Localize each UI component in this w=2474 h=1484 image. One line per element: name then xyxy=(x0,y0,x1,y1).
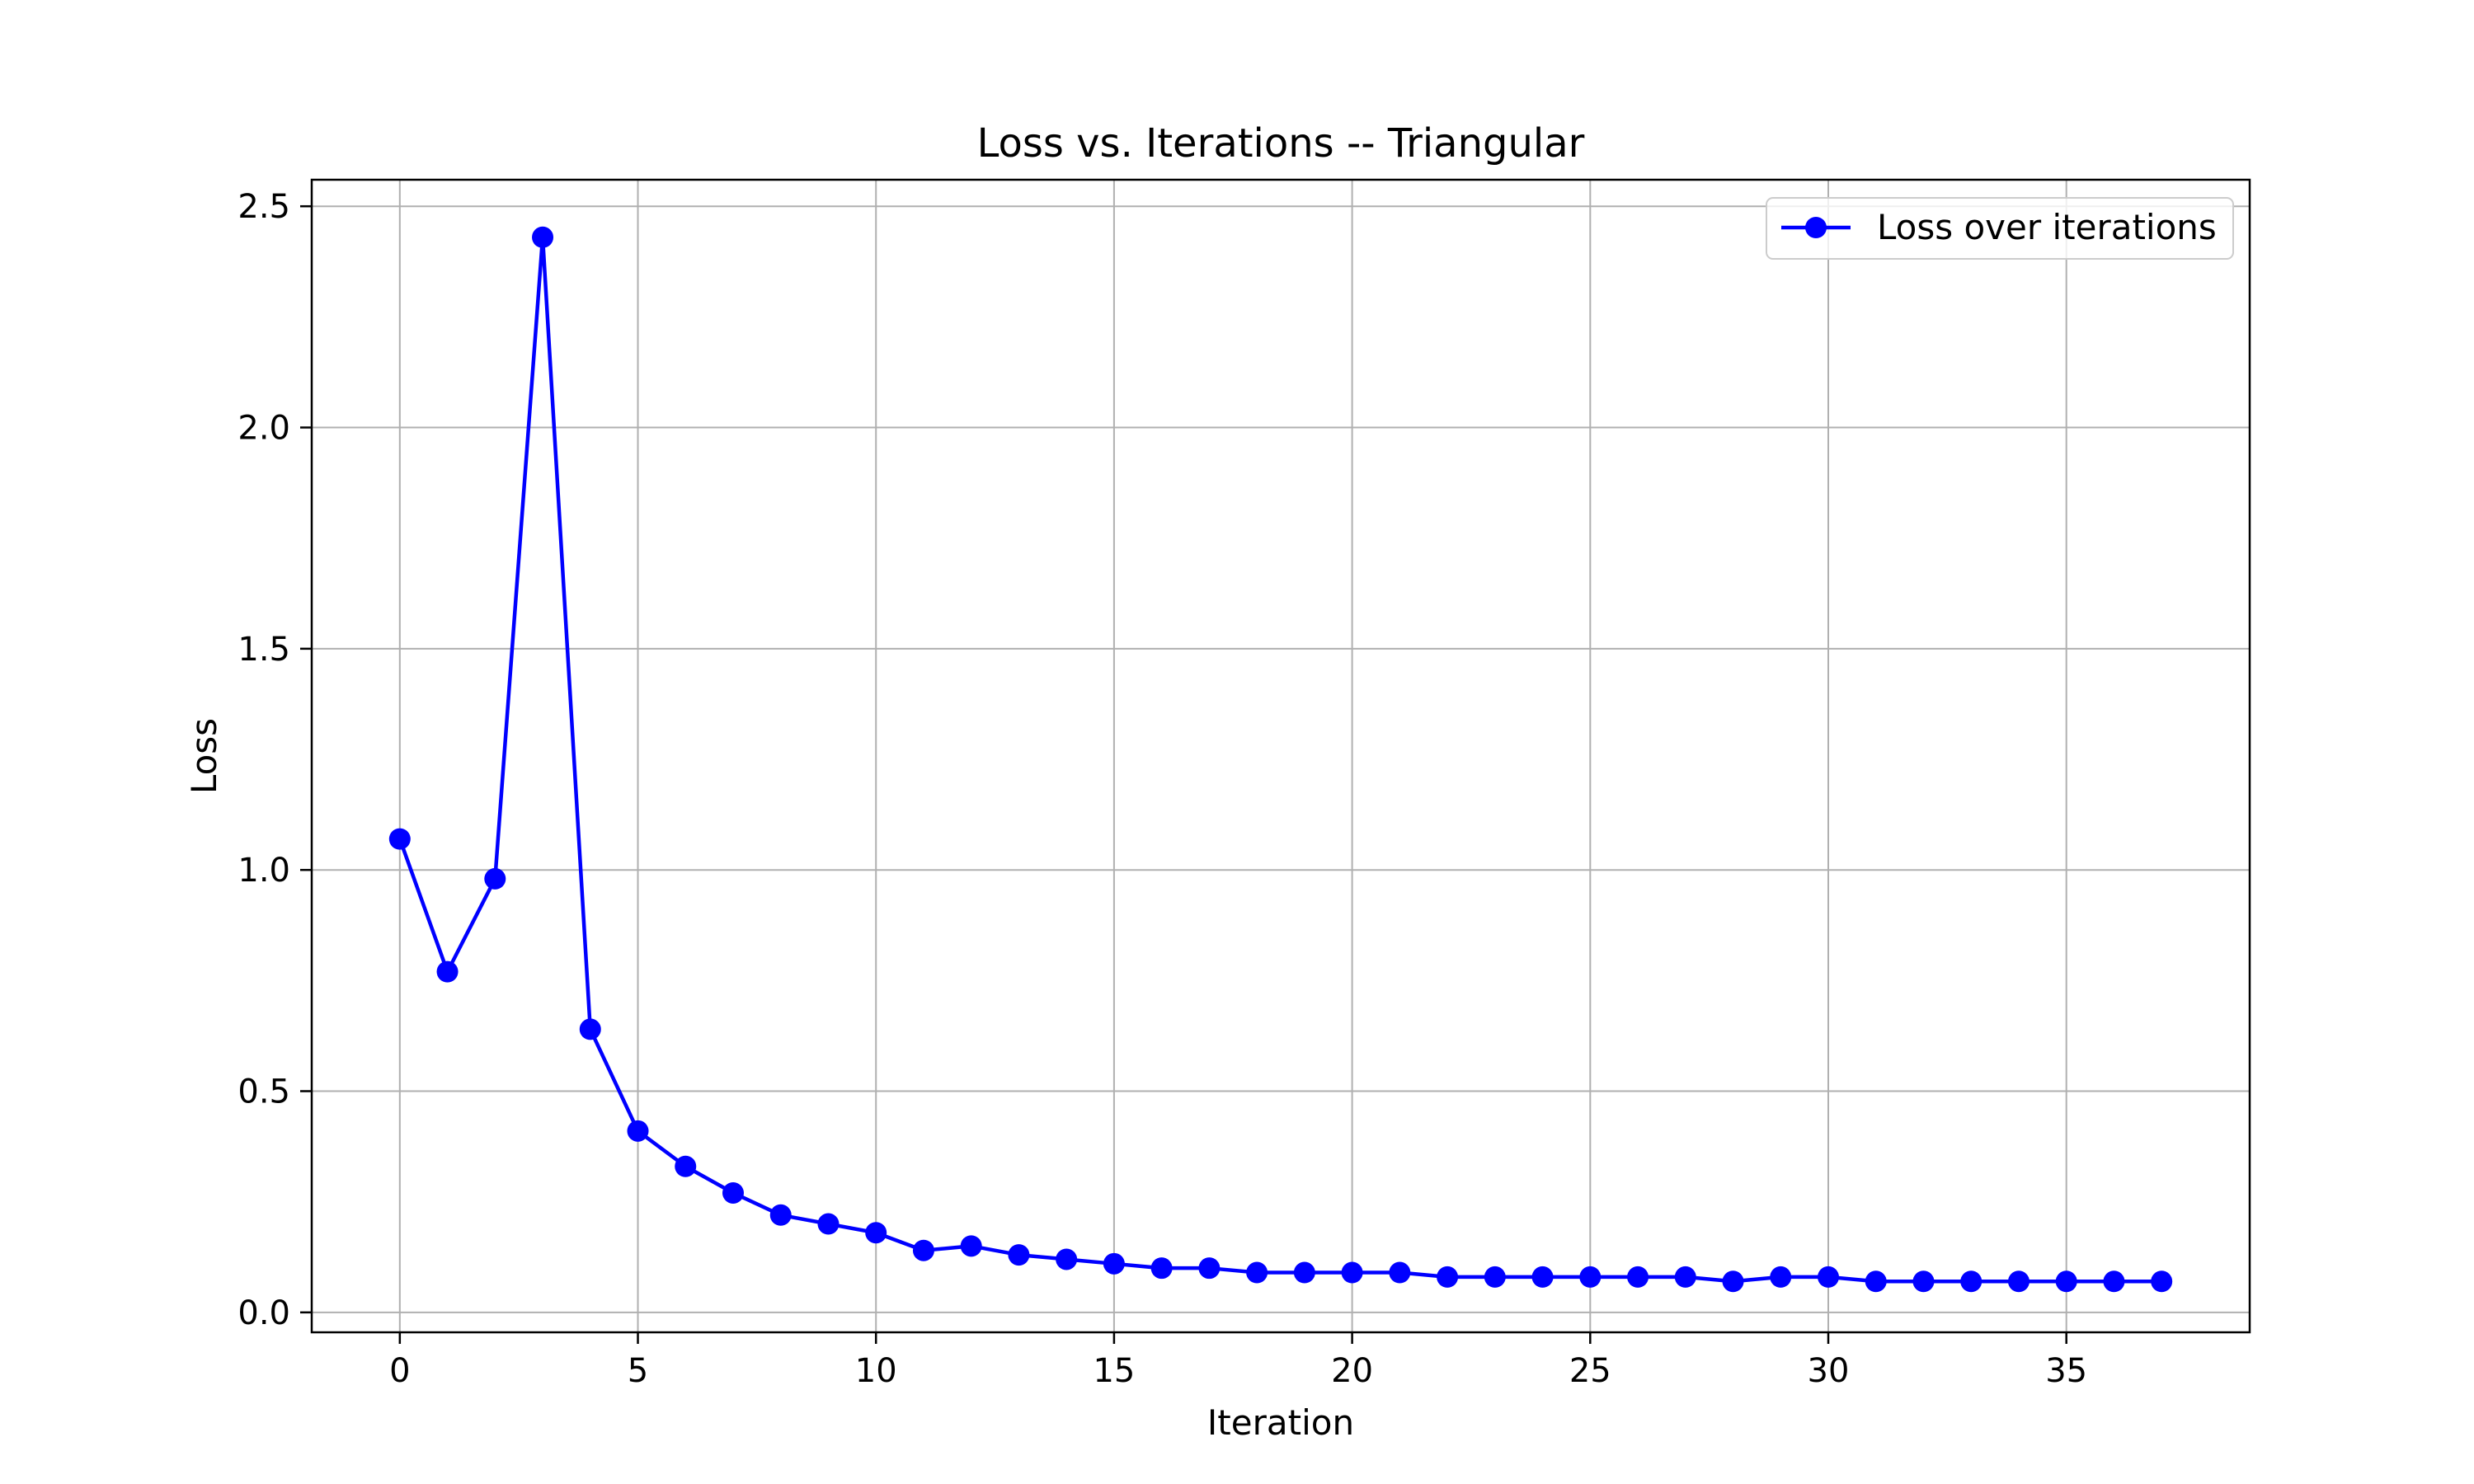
data-point xyxy=(912,1239,934,1261)
data-point xyxy=(2007,1270,2030,1293)
data-point xyxy=(1246,1261,1268,1284)
y-tick-label: 1.5 xyxy=(238,631,290,669)
data-point xyxy=(579,1018,601,1040)
data-point xyxy=(1531,1266,1554,1288)
data-point xyxy=(484,867,506,890)
x-tick-label: 30 xyxy=(1808,1352,1850,1390)
chart-title: Loss vs. Iterations -- Triangular xyxy=(977,120,1585,167)
data-point xyxy=(1056,1248,1078,1270)
x-tick-label: 10 xyxy=(855,1352,897,1390)
data-point xyxy=(1818,1266,1840,1288)
y-tick-label: 0.5 xyxy=(238,1073,290,1111)
y-axis-label: Loss xyxy=(184,718,224,794)
legend-label: Loss over iterations xyxy=(1877,207,2217,247)
data-point xyxy=(1770,1266,1792,1288)
legend-box xyxy=(1766,197,2234,260)
x-tick-label: 15 xyxy=(1093,1352,1135,1390)
data-point xyxy=(1960,1270,1982,1293)
data-point xyxy=(2103,1270,2125,1293)
data-point xyxy=(817,1213,840,1235)
x-tick-label: 35 xyxy=(2045,1352,2087,1390)
x-tick-label: 25 xyxy=(1569,1352,1611,1390)
data-point xyxy=(675,1155,697,1177)
legend: Loss over iterations xyxy=(1766,197,2234,260)
data-point xyxy=(1293,1261,1315,1284)
data-point xyxy=(388,828,411,850)
data-point xyxy=(1150,1257,1173,1280)
data-point xyxy=(627,1120,649,1142)
grid xyxy=(312,180,2250,1332)
y-tick-label: 1.0 xyxy=(238,852,290,890)
data-point xyxy=(532,226,554,248)
y-tick-label: 2.5 xyxy=(238,188,290,226)
data-point xyxy=(1865,1270,1887,1293)
data-point xyxy=(1484,1266,1506,1288)
plot-frame xyxy=(310,178,2251,1334)
data-point xyxy=(1389,1261,1411,1284)
x-axis-label: Iteration xyxy=(1207,1402,1354,1443)
data-point xyxy=(722,1181,744,1204)
data-point xyxy=(1722,1270,1744,1293)
data-point xyxy=(1912,1270,1935,1293)
data-point xyxy=(1674,1266,1696,1288)
data-point xyxy=(1103,1252,1125,1275)
data-point xyxy=(1008,1244,1030,1266)
data-point xyxy=(1627,1266,1649,1288)
series-layer xyxy=(388,226,2173,1293)
legend-marker-swatch xyxy=(1805,217,1827,238)
x-tick-label: 20 xyxy=(1331,1352,1373,1390)
data-point xyxy=(769,1204,792,1226)
y-tick-label: 2.0 xyxy=(238,410,290,448)
x-tick-label: 0 xyxy=(389,1352,410,1390)
y-tick-label: 0.0 xyxy=(238,1294,290,1332)
data-point xyxy=(1341,1261,1363,1284)
data-point xyxy=(1198,1257,1221,1280)
x-tick-label: 5 xyxy=(628,1352,648,1390)
data-point xyxy=(436,960,459,983)
ticks: 0 5 10 15 20 25 30 35 0.0 0.5 1.0 1.5 2.0 2.5 xyxy=(238,188,2087,1390)
data-point xyxy=(960,1235,982,1257)
data-point xyxy=(865,1222,887,1244)
data-point xyxy=(2055,1270,2077,1293)
data-point xyxy=(1437,1266,1459,1288)
data-point xyxy=(1579,1266,1602,1288)
data-point xyxy=(2151,1270,2173,1293)
